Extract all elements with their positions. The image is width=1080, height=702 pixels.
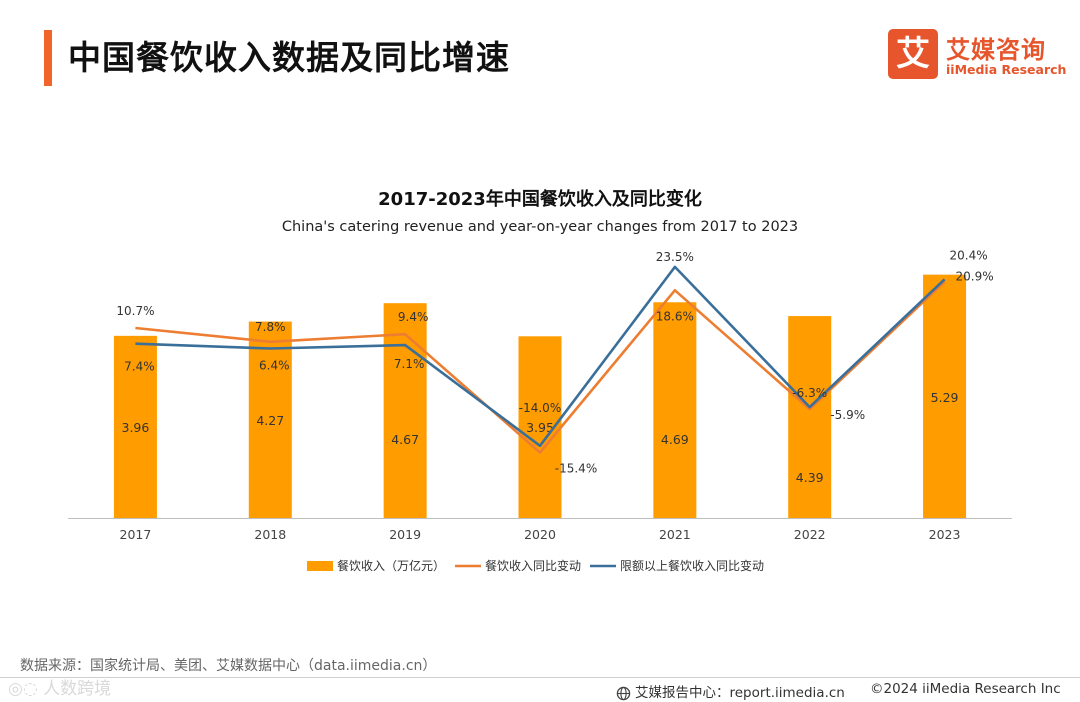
label-catering-yoy-2018: 7.8% [255,320,286,334]
label-catering-yoy-2023: 20.4% [950,249,988,263]
logo-name-en: iiMedia Research [946,62,1067,77]
line-above-quota-yoy [135,265,946,448]
bar-2023 [923,274,967,518]
label-above-quota-yoy-2017: 7.4% [124,360,155,374]
legend-label-above-quota-yoy: 限额以上餐饮收入同比变动 [620,558,764,573]
globe-icon [616,686,631,700]
x-tick-2019: 2019 [389,527,421,542]
label-catering-yoy-2020: -15.4% [555,461,597,475]
bar-label-2020: 3.95 [526,420,554,435]
label-catering-yoy-2019: 9.4% [398,310,429,324]
bar-label-2023: 5.29 [931,390,959,405]
bar-2021 [653,302,697,518]
legend-swatch-bar [307,561,333,571]
chart-title: 2017-2023年中国餐饮收入及同比变化 [378,188,702,210]
label-above-quota-yoy-2018: 6.4% [259,358,290,372]
legend-label-bar: 餐饮收入（万亿元） [337,558,445,573]
label-above-quota-yoy-2021: 23.5% [656,250,694,264]
bar-2017 [113,335,157,518]
bar-2018 [248,321,292,518]
x-tick-2017: 2017 [120,527,152,542]
x-tick-2022: 2022 [794,527,826,542]
line-catering-yoy [135,280,946,454]
bar-2022 [788,316,832,518]
bar-label-2019: 4.67 [391,432,419,447]
chart-subtitle: China's catering revenue and year-on-yea… [282,219,798,235]
x-tick-2018: 2018 [254,527,286,542]
bar-label-2017: 3.96 [122,420,150,435]
label-above-quota-yoy-2019: 7.1% [394,357,425,371]
copyright: ©2024 iiMedia Research Inc [870,681,1061,697]
watermark: ◎◌ 人数跨境 [8,679,112,699]
label-above-quota-yoy-2023: 20.9% [956,269,994,283]
data-source-note: 数据来源：国家统计局、美团、艾媒数据中心（data.iimedia.cn） [20,658,437,674]
label-catering-yoy-2017: 10.7% [116,304,154,318]
label-above-quota-yoy-2020: -14.0% [519,401,561,415]
label-catering-yoy-2022: -6.3% [792,386,827,400]
x-tick-2021: 2021 [659,527,691,542]
bar-label-2021: 4.69 [661,432,689,447]
report-center-text: 艾媒报告中心：report.iimedia.cn [635,685,845,701]
title-accent-bar [44,30,52,86]
logo-name-cn: 艾媒咨询 [946,36,1046,64]
label-catering-yoy-2021: 18.6% [656,309,694,323]
x-tick-2023: 2023 [929,527,961,542]
x-tick-2020: 2020 [524,527,556,542]
bar-label-2018: 4.27 [256,413,284,428]
logo-mark-icon: 艾 [888,29,938,79]
footer-divider [0,677,1080,678]
brand-logo[interactable]: 艾 艾媒咨询 iiMedia Research [888,29,1066,83]
report-center-link[interactable]: 艾媒报告中心：report.iimedia.cn [616,681,845,701]
watermark-text: 人数跨境 [43,679,112,699]
catering-revenue-chart: 2017-2023年中国餐饮收入及同比变化 China's catering re… [68,188,1012,573]
bar-2019 [383,303,427,518]
bar-label-2022: 4.39 [796,470,824,485]
label-above-quota-yoy-2022: -5.9% [830,408,865,422]
page-title: 中国餐饮收入数据及同比增速 [68,38,510,77]
legend-label-catering-yoy: 餐饮收入同比变动 [485,558,581,573]
